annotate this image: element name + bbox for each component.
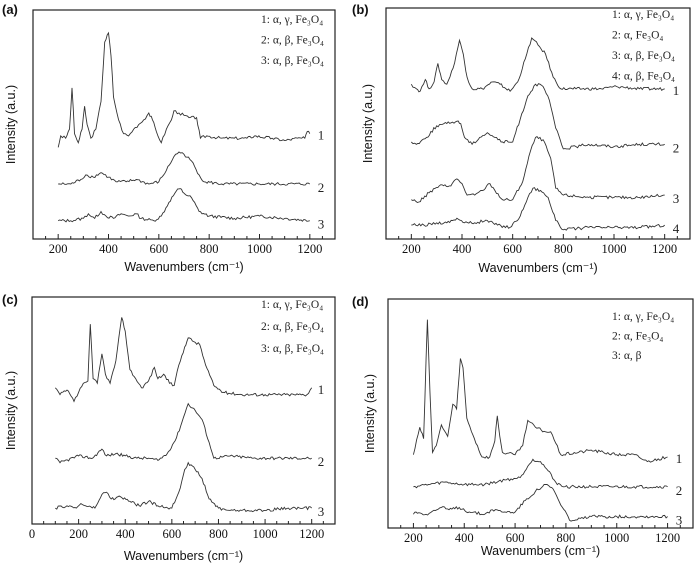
curve-label: 3 [673, 191, 680, 206]
x-tick-label: 800 [200, 242, 219, 256]
legend-entry: 2: α, β, Fe₃O₄ [261, 321, 324, 333]
x-tick-label: 1000 [253, 527, 278, 541]
legend-entry: 3: α, β, Fe₃O₄ [261, 55, 324, 67]
x-tick-label: 1200 [297, 242, 322, 256]
spectrum-curve-4 [411, 187, 665, 231]
x-tick-label: 600 [162, 527, 181, 541]
legend-entry: 3: α, β, Fe₃O₄ [612, 50, 675, 62]
y-axis-label: Intensity (a.u.) [361, 84, 375, 163]
curve-label: 1 [318, 128, 325, 143]
x-tick-label: 1200 [299, 527, 324, 541]
legend-entry: 2: α, Fe₃O₄ [612, 30, 663, 42]
curve-label: 4 [673, 221, 680, 236]
curve-label: 1 [673, 83, 680, 98]
x-axis-label: Wavenumbers (cm⁻¹) [124, 549, 243, 563]
curve-label: 3 [676, 513, 683, 528]
y-axis-label: Intensity (a.u.) [4, 85, 18, 164]
curve-label: 1 [676, 451, 683, 466]
x-tick-label: 800 [209, 527, 228, 541]
x-axis-label: Wavenumbers (cm⁻¹) [124, 260, 243, 274]
curve-label: 2 [673, 140, 680, 155]
x-tick-label: 400 [116, 527, 135, 541]
y-axis-label: Intensity (a.u.) [4, 371, 18, 450]
x-tick-label: 200 [404, 531, 423, 545]
panel-tag: (b) [352, 2, 369, 17]
panel-tag: (d) [352, 294, 369, 309]
curve-label: 1 [318, 382, 325, 397]
spectrum-curve-3 [58, 188, 310, 223]
x-tick-label: 1200 [652, 242, 677, 256]
x-tick-label: 0 [29, 527, 35, 541]
x-tick-label: 800 [557, 531, 576, 545]
curve-label: 2 [318, 454, 325, 469]
panel-d: 200 400 600 800 1000 1200 Wavenumbers (cm⁻¹) In… [352, 294, 694, 558]
x-tick-label: 400 [453, 242, 472, 256]
legend-entry: 2: α, β, Fe₃O₄ [261, 35, 324, 47]
spectrum-curve-1 [412, 319, 668, 463]
x-tick-label: 200 [49, 242, 68, 256]
x-axis-label: Wavenumbers (cm⁻¹) [481, 544, 600, 558]
panel-a: 200 400 600 800 1000 1200 Wavenumbers (cm⁻¹) In… [2, 2, 336, 274]
x-tick-label: 1000 [602, 242, 627, 256]
y-axis-label: Intensity (a.u.) [363, 374, 377, 453]
x-tick-label: 1000 [247, 242, 272, 256]
x-tick-label: 600 [503, 242, 522, 256]
legend-entry: 3: α, β, Fe₃O₄ [261, 343, 324, 355]
curve-label: 2 [676, 483, 683, 498]
legend-entry: 1: α, γ, Fe₃O₄ [612, 311, 674, 323]
legend-entry: 1: α, γ, Fe₃O₄ [261, 14, 323, 26]
x-axis-label: Wavenumbers (cm⁻¹) [478, 261, 597, 275]
legend-entry: 1: α, γ, Fe₃O₄ [261, 299, 323, 311]
x-tick-label: 200 [402, 242, 421, 256]
legend-entry: 2: α, Fe₃O₄ [612, 331, 663, 343]
x-tick-label: 200 [69, 527, 88, 541]
spectrum-curve-3 [411, 136, 665, 204]
x-tick-label: 400 [99, 242, 118, 256]
x-tick-label: 1000 [604, 531, 629, 545]
spectrum-curve-2 [410, 83, 665, 150]
curve-label: 3 [318, 504, 325, 519]
spectrum-curve-3 [55, 461, 313, 513]
legend-entry: 1: α, γ, Fe₃O₄ [612, 9, 674, 21]
spectrum-curve-3 [413, 484, 668, 522]
spectrum-curve-1 [410, 37, 665, 93]
spectrum-curve-2 [413, 458, 668, 489]
axes-frame [385, 7, 691, 240]
spectrum-curve-1 [54, 317, 313, 403]
spectrum-curve-1 [57, 31, 311, 148]
spectrum-curve-2 [55, 402, 312, 464]
x-tick-label: 800 [554, 242, 573, 256]
panel-tag: (c) [2, 292, 18, 307]
x-tick-label: 600 [506, 531, 525, 545]
panel-tag: (a) [2, 2, 18, 17]
x-tick-label: 400 [455, 531, 474, 545]
panel-b: 200 400 600 800 1000 1200 Wavenumbers (cm⁻¹) In… [352, 2, 691, 275]
spectrum-curve-2 [58, 151, 311, 186]
x-tick-label: 600 [149, 242, 168, 256]
legend-entry: 3: α, β [612, 350, 642, 362]
x-tick-label: 1200 [655, 531, 680, 545]
curve-label: 2 [318, 180, 325, 195]
panel-c: 0 200 400 600 800 1000 1200 Wavenumbers (cm⁻¹) I… [2, 292, 336, 563]
legend-entry: 4: α, β, Fe₃O₄ [612, 71, 675, 83]
curve-label: 3 [318, 217, 325, 232]
